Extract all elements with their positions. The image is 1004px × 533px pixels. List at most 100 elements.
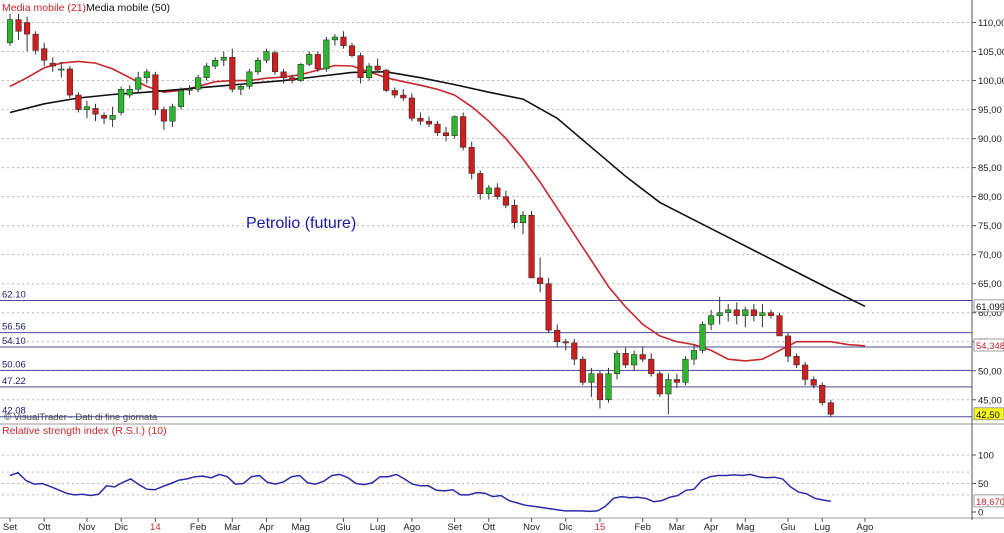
candle-down — [810, 379, 817, 386]
candle-up — [485, 187, 492, 194]
candle-down — [545, 283, 552, 331]
price-tick-label: 60,00 — [978, 308, 1002, 319]
price-tick-label: 70,00 — [978, 250, 1002, 261]
rsi-last-value-label: 18,670 — [976, 497, 1004, 508]
candle-down — [648, 358, 655, 374]
candle-up — [323, 39, 330, 70]
candle-up — [169, 106, 176, 122]
level-label: 42.08 — [2, 406, 26, 417]
candle-down — [374, 65, 381, 71]
candle-down — [579, 358, 586, 383]
candle-down — [357, 55, 364, 78]
x-tick-label: Lug — [814, 522, 830, 533]
level-label: 47.22 — [2, 376, 26, 387]
price-tick-label: 65,00 — [978, 279, 1002, 290]
candle-down — [528, 214, 535, 279]
level-label: 50.06 — [2, 359, 26, 370]
x-tick-label: Feb — [635, 522, 651, 533]
x-tick-label: Giu — [781, 522, 796, 533]
price-tick-label: 110,00 — [978, 18, 1004, 29]
candle-down — [152, 74, 159, 110]
last-value-badge — [973, 407, 1004, 421]
grid-lines — [0, 22, 1004, 519]
candle-up — [742, 309, 749, 316]
candle-down — [289, 77, 296, 81]
price-tick-label: 85,00 — [978, 163, 1002, 174]
candle-down — [66, 68, 73, 96]
candle-up — [519, 214, 527, 224]
candle-up — [725, 309, 732, 313]
x-tick-label: Mag — [291, 522, 309, 533]
candle-down — [229, 57, 236, 90]
candle-down — [24, 22, 31, 35]
candle-down — [571, 342, 578, 360]
price-tick-label: 50,00 — [978, 366, 1002, 377]
candle-up — [682, 358, 689, 383]
price-tick-label: 105,00 — [978, 47, 1004, 58]
candlesticks — [6, 13, 834, 418]
candle-up — [254, 59, 261, 73]
last-value-label: 61,099 — [976, 302, 1004, 313]
level-lines: 62.10 56.56 54.10 50.06 47.22 42.08 — [0, 290, 972, 418]
candle-down — [340, 36, 347, 46]
candle-up — [83, 106, 91, 110]
candle-down — [785, 335, 792, 357]
candle-down — [673, 379, 680, 383]
candle-down — [348, 45, 356, 56]
candle-down — [622, 353, 629, 366]
x-tick-label: 14 — [150, 522, 161, 533]
candle-down — [41, 48, 48, 61]
last-value-badges: 61,099 54,348 42,50 18,670 — [973, 299, 1004, 508]
candle-down — [391, 90, 398, 96]
price-tick-label: 95,00 — [978, 105, 1002, 116]
candle-down — [314, 54, 321, 70]
candle-down — [92, 108, 99, 115]
candle-down — [434, 123, 441, 134]
candle-up — [237, 86, 244, 90]
x-tick-label: Ott — [482, 522, 495, 533]
candle-down — [793, 356, 800, 366]
candle-down — [75, 94, 82, 110]
candle-down — [827, 402, 834, 415]
candle-down — [417, 118, 424, 122]
candle-up — [58, 68, 65, 71]
rsi-line — [9, 471, 831, 513]
candle-up — [306, 54, 313, 65]
level-label: 62.10 — [2, 290, 26, 301]
candle-up — [6, 19, 14, 44]
candle-down — [280, 71, 287, 78]
candle-down — [468, 147, 475, 174]
x-tick-label: Feb — [190, 522, 206, 533]
x-tick-label: Apr — [259, 522, 274, 533]
last-value-badge — [973, 338, 1004, 352]
candle-up — [109, 115, 116, 120]
candle-down — [425, 120, 432, 125]
x-tick-label: 15 — [595, 522, 606, 533]
candle-up — [195, 77, 202, 90]
price-tick-label: 80,00 — [978, 192, 1002, 203]
candle-up — [220, 57, 227, 61]
x-tick-label: Mar — [224, 522, 240, 533]
candle-down — [511, 205, 518, 224]
rsi-tick-label: 0 — [978, 508, 983, 519]
candle-up — [186, 89, 193, 91]
candle-up — [203, 65, 210, 78]
candle-down — [494, 187, 501, 197]
candle-up — [759, 312, 766, 316]
copyright-text: © VisualTrader - Dati di fine giornata — [4, 412, 158, 423]
price-tick-label: 100,00 — [978, 76, 1004, 87]
last-value-label: 54,348 — [976, 341, 1004, 352]
last-value-label: 42,50 — [976, 410, 1000, 421]
candle-down — [408, 97, 415, 119]
candle-down — [101, 115, 108, 119]
candle-up — [716, 312, 723, 316]
candle-up — [699, 324, 706, 351]
candle-up — [246, 71, 253, 87]
candle-up — [135, 77, 142, 90]
legend-ma50: Media mobile (50) — [86, 2, 170, 14]
candle-up — [126, 89, 133, 96]
candle-up — [631, 354, 638, 366]
x-tick-label: Dic — [559, 522, 573, 533]
candle-up — [177, 90, 185, 107]
